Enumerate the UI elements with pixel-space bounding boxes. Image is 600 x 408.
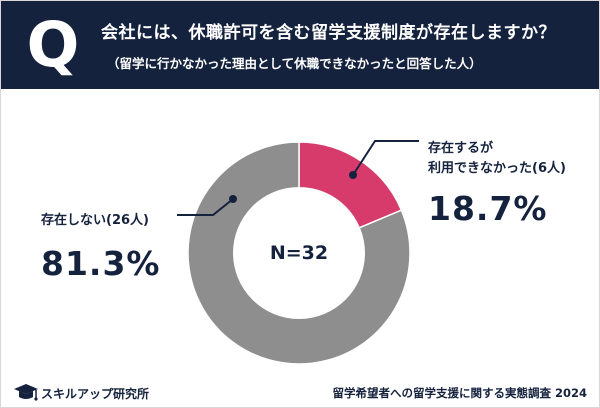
donut-hole xyxy=(233,187,365,319)
survey-name: 留学希望者への留学支援に関する実態調査 2024 xyxy=(332,386,587,400)
slice-label-not-exist: 存在しない(26人) xyxy=(41,213,149,228)
question-subtitle: （留学に行かなかった理由として休職できなかったと回答した人） xyxy=(107,56,482,71)
leader-dot-0 xyxy=(349,171,357,179)
leader-dot-1 xyxy=(229,195,237,203)
question-header: Q 会社には、休職許可を含む留学支援制度が存在しますか？ （留学に行かなかった理… xyxy=(1,1,599,89)
slice-label-exists-line2: 利用できなかった(6人) xyxy=(428,161,566,176)
question-title: 会社には、休職許可を含む留学支援制度が存在しますか？ xyxy=(101,23,556,43)
sample-size-label: N=32 xyxy=(269,242,329,264)
slice-percent-exists: 18.7% xyxy=(428,189,548,228)
slice-label-exists-line1: 存在するが xyxy=(428,141,494,156)
donut-slice-1 xyxy=(187,141,411,365)
graduation-cap-icon xyxy=(14,384,38,401)
q-badge: Q xyxy=(26,8,80,81)
leader-lines xyxy=(177,140,419,216)
leader-line-1 xyxy=(177,198,234,216)
leader-line-0 xyxy=(352,140,419,176)
brand-name: スキルアップ研究所 xyxy=(41,387,150,401)
slice-percent-not-exist: 81.3% xyxy=(41,244,161,283)
